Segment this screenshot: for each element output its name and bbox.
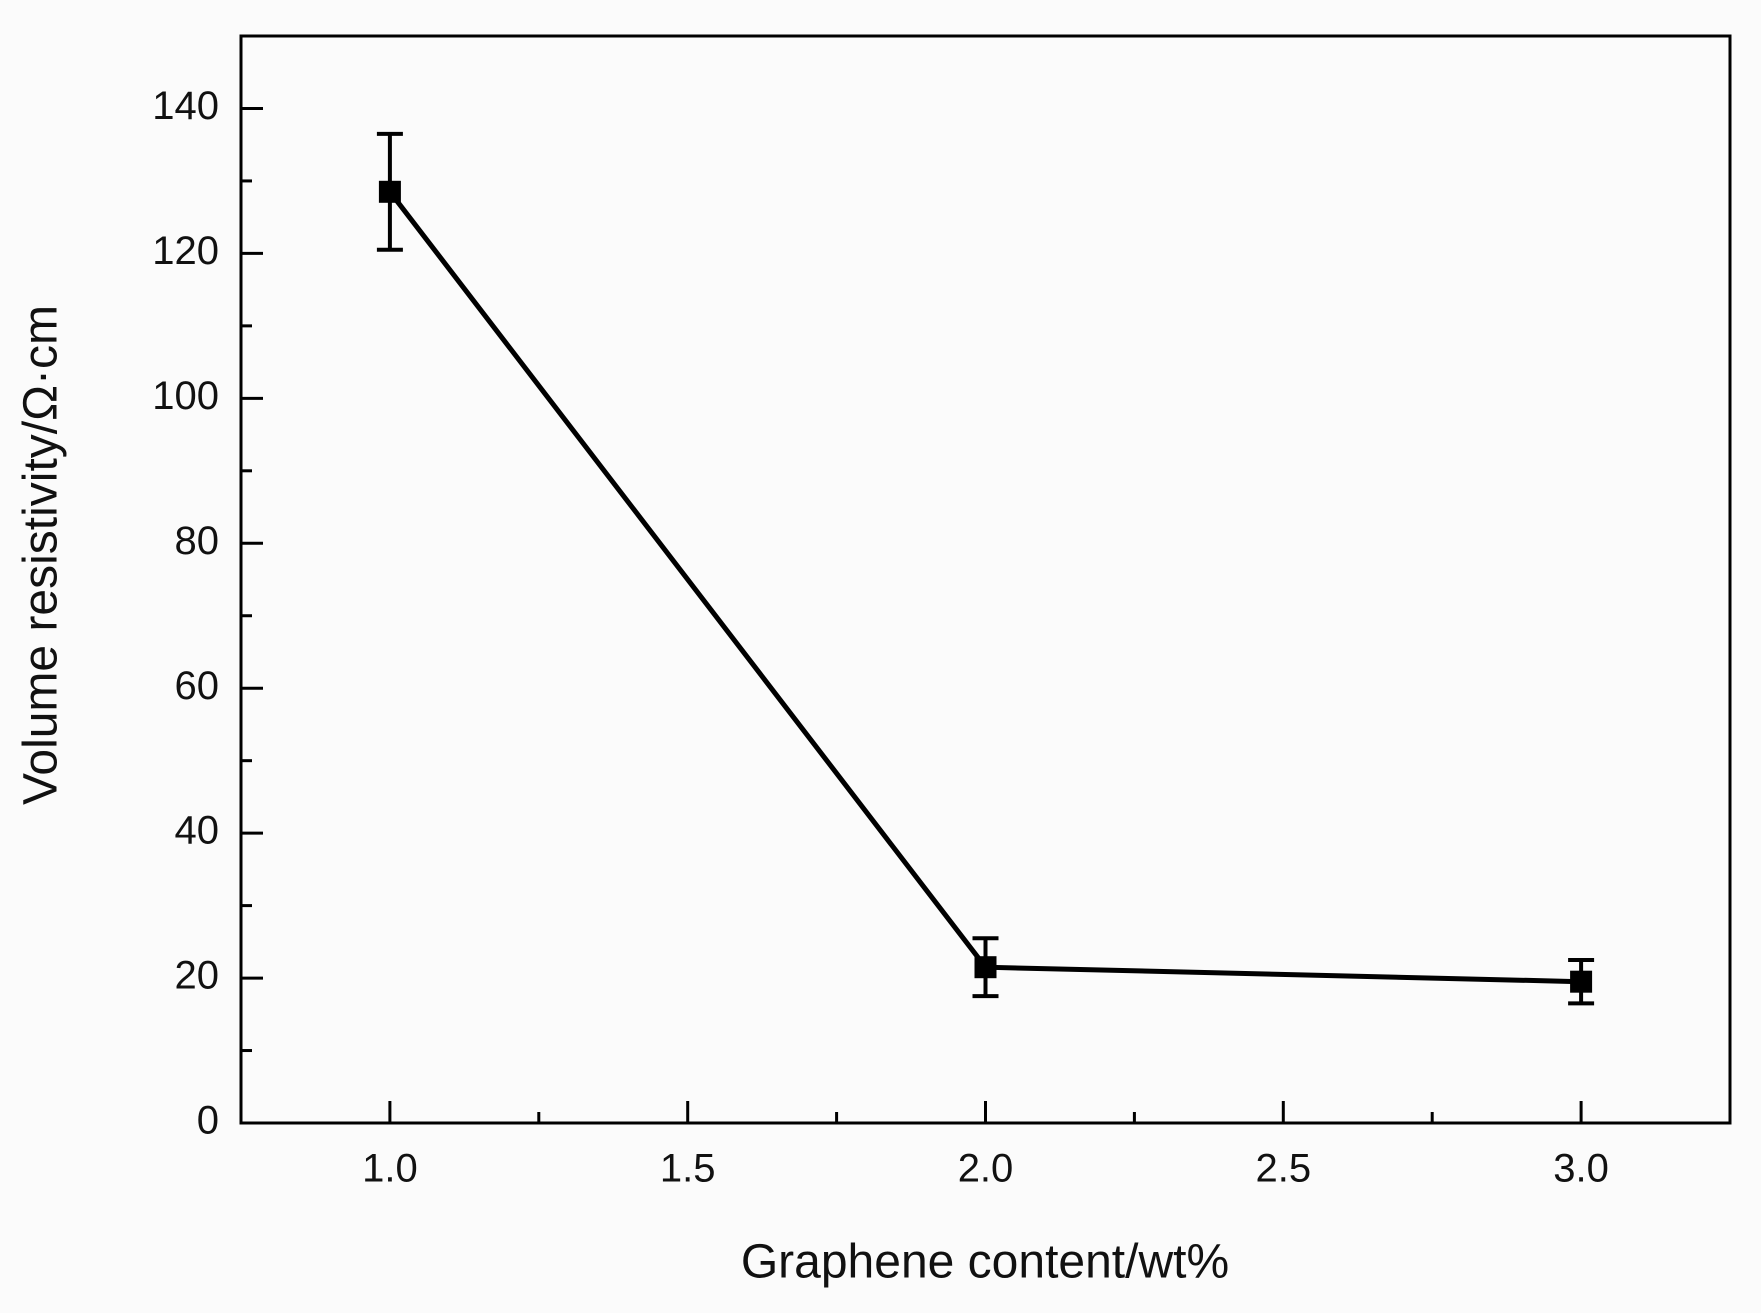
x-tick-label: 1.0 (362, 1147, 418, 1191)
marker (1570, 970, 1593, 993)
x-tick-label: 2.5 (1255, 1147, 1311, 1191)
y-tick-label: 60 (175, 664, 220, 708)
x-tick-label: 2.0 (958, 1147, 1014, 1191)
y-tick-label: 80 (175, 519, 220, 563)
x-tick-label: 1.5 (660, 1147, 716, 1191)
x-axis-label: Graphene content/wt% (741, 1236, 1229, 1289)
y-tick-label: 0 (197, 1099, 219, 1143)
y-tick-label: 120 (152, 229, 219, 273)
y-tick-label: 40 (175, 809, 220, 853)
marker (378, 180, 401, 203)
y-axis-label: Volume resistivity/Ω·cm (15, 305, 68, 805)
x-tick-label: 3.0 (1553, 1147, 1609, 1191)
series-line (387, 190, 1582, 985)
marker (974, 956, 997, 979)
y-tick-label: 20 (175, 954, 220, 998)
y-tick-label: 100 (152, 374, 219, 418)
y-tick-label: 140 (152, 84, 219, 128)
